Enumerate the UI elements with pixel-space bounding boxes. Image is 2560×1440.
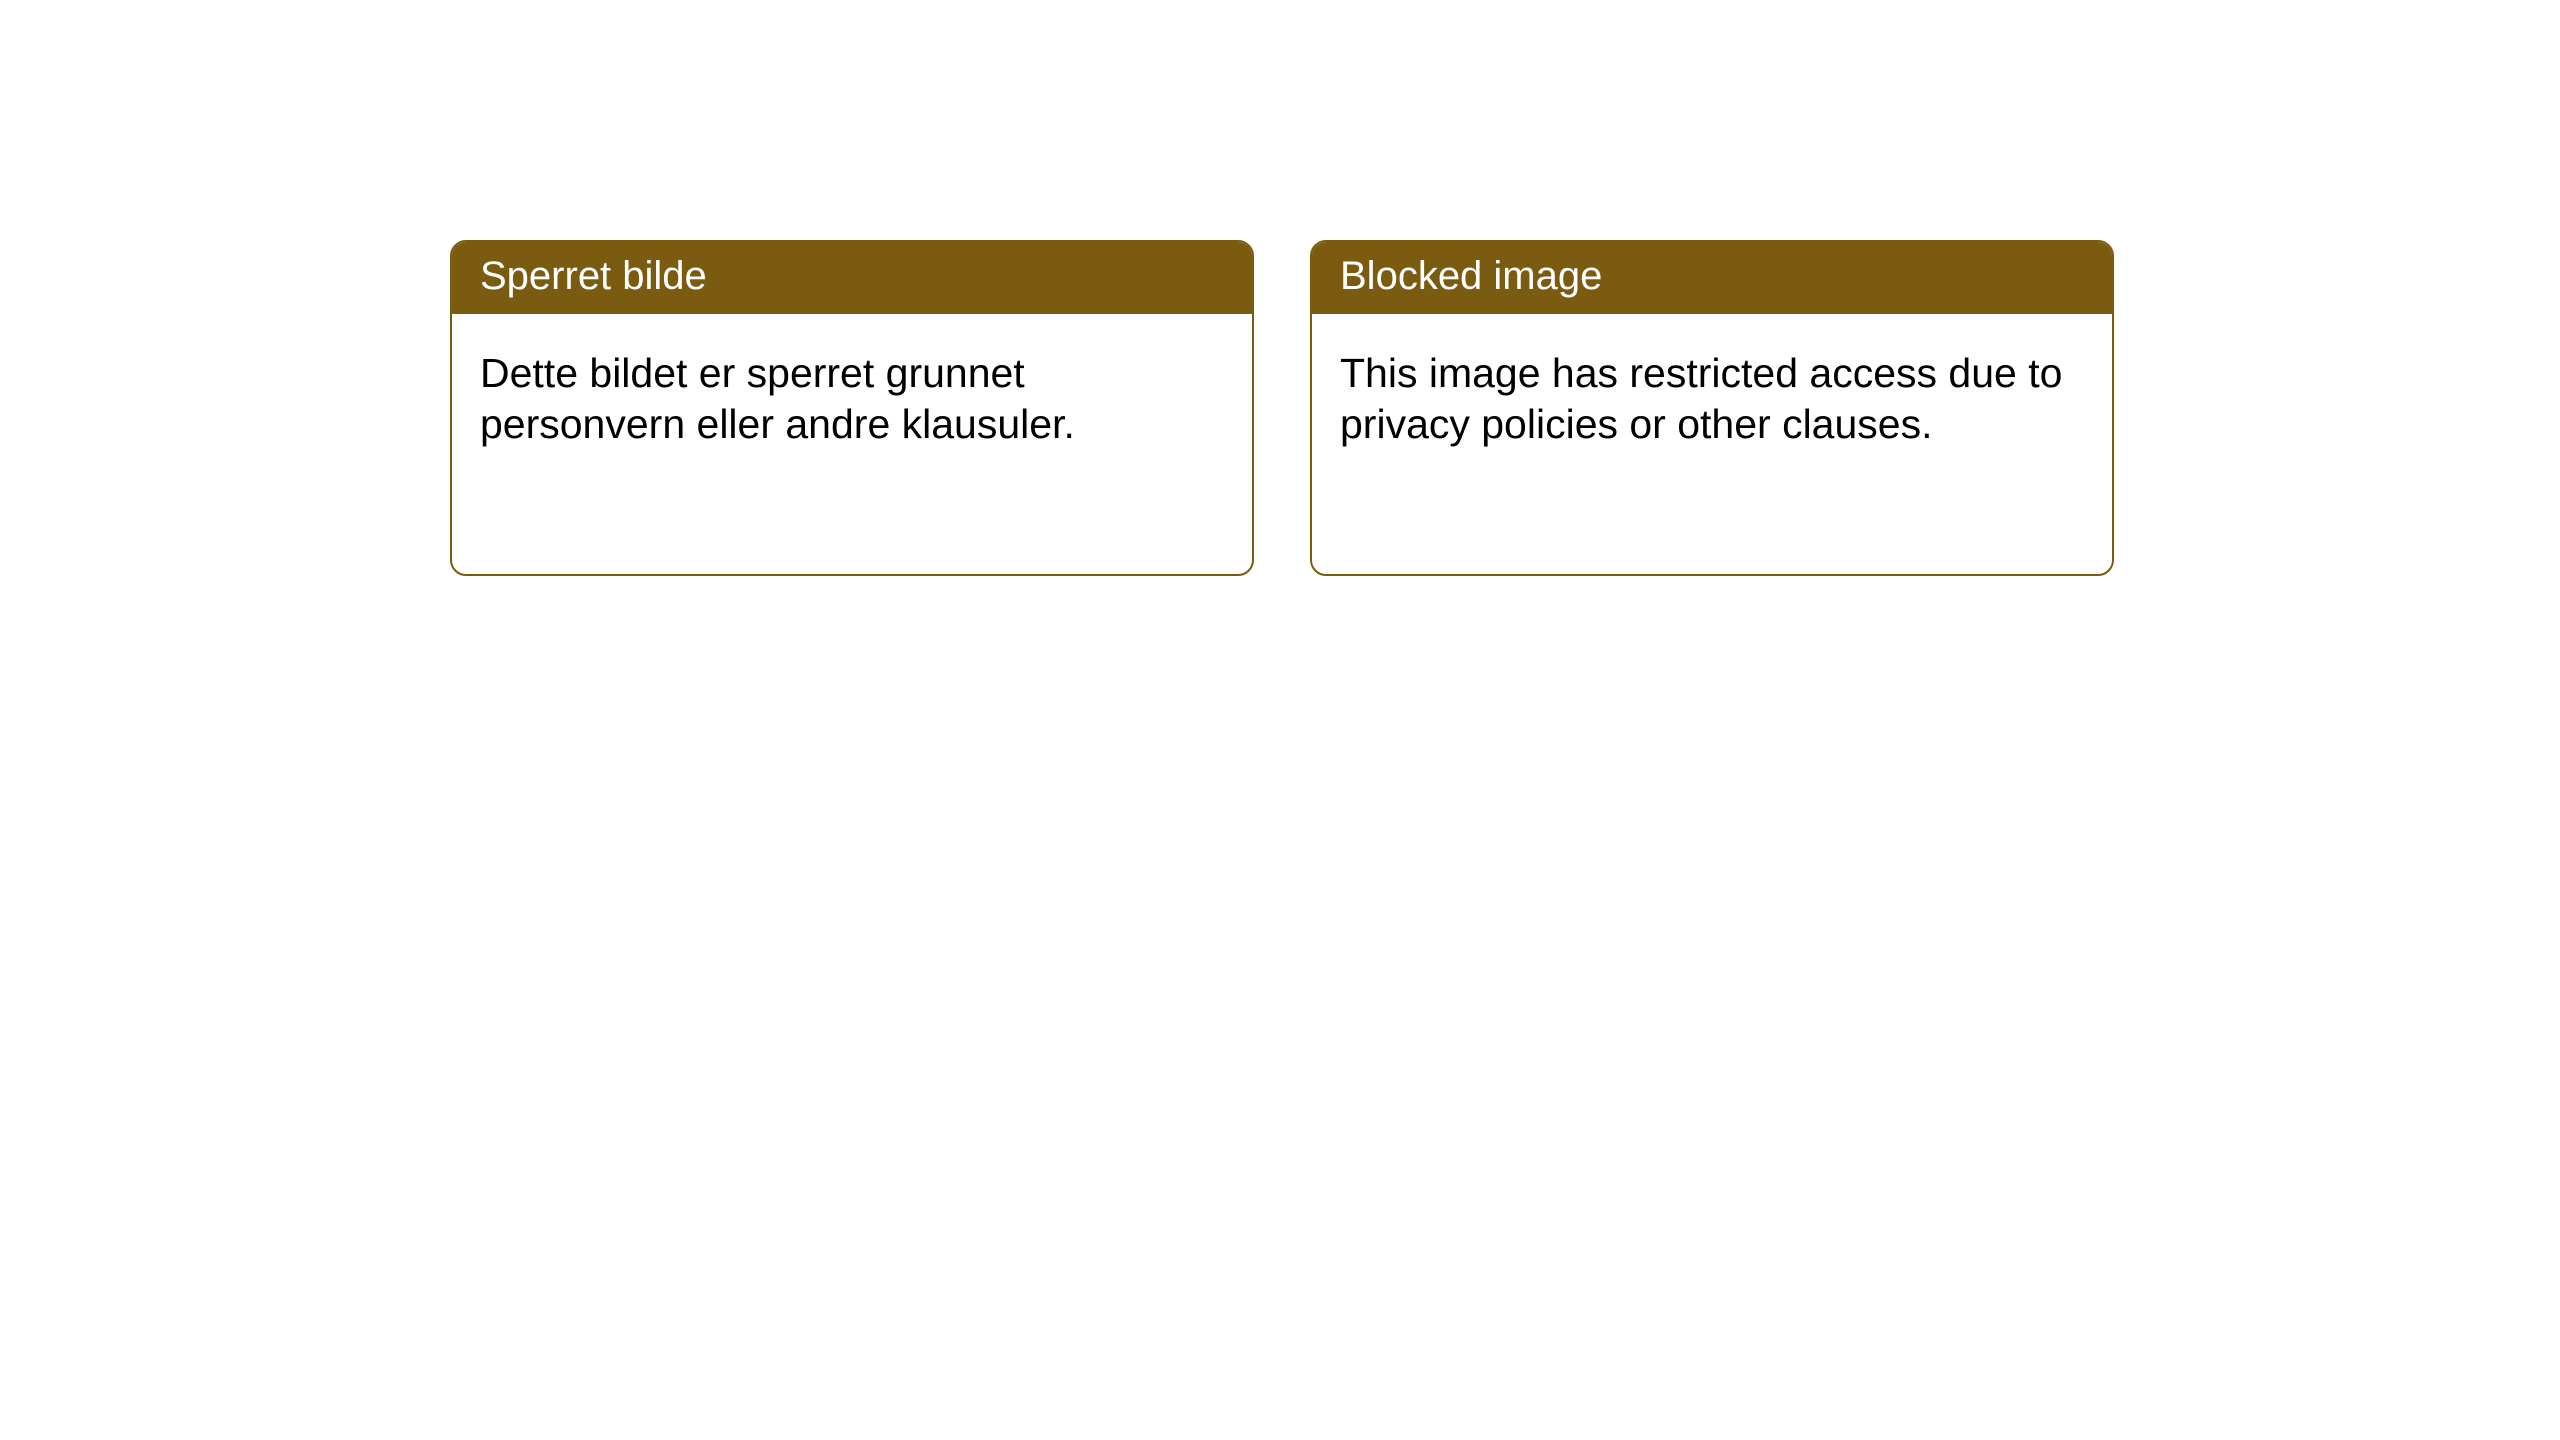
notice-header: Blocked image	[1312, 242, 2112, 314]
notice-body: Dette bildet er sperret grunnet personve…	[452, 314, 1252, 479]
notice-container: Sperret bilde Dette bildet er sperret gr…	[0, 0, 2560, 576]
notice-box-english: Blocked image This image has restricted …	[1310, 240, 2114, 576]
notice-body: This image has restricted access due to …	[1312, 314, 2112, 479]
notice-box-norwegian: Sperret bilde Dette bildet er sperret gr…	[450, 240, 1254, 576]
notice-header: Sperret bilde	[452, 242, 1252, 314]
